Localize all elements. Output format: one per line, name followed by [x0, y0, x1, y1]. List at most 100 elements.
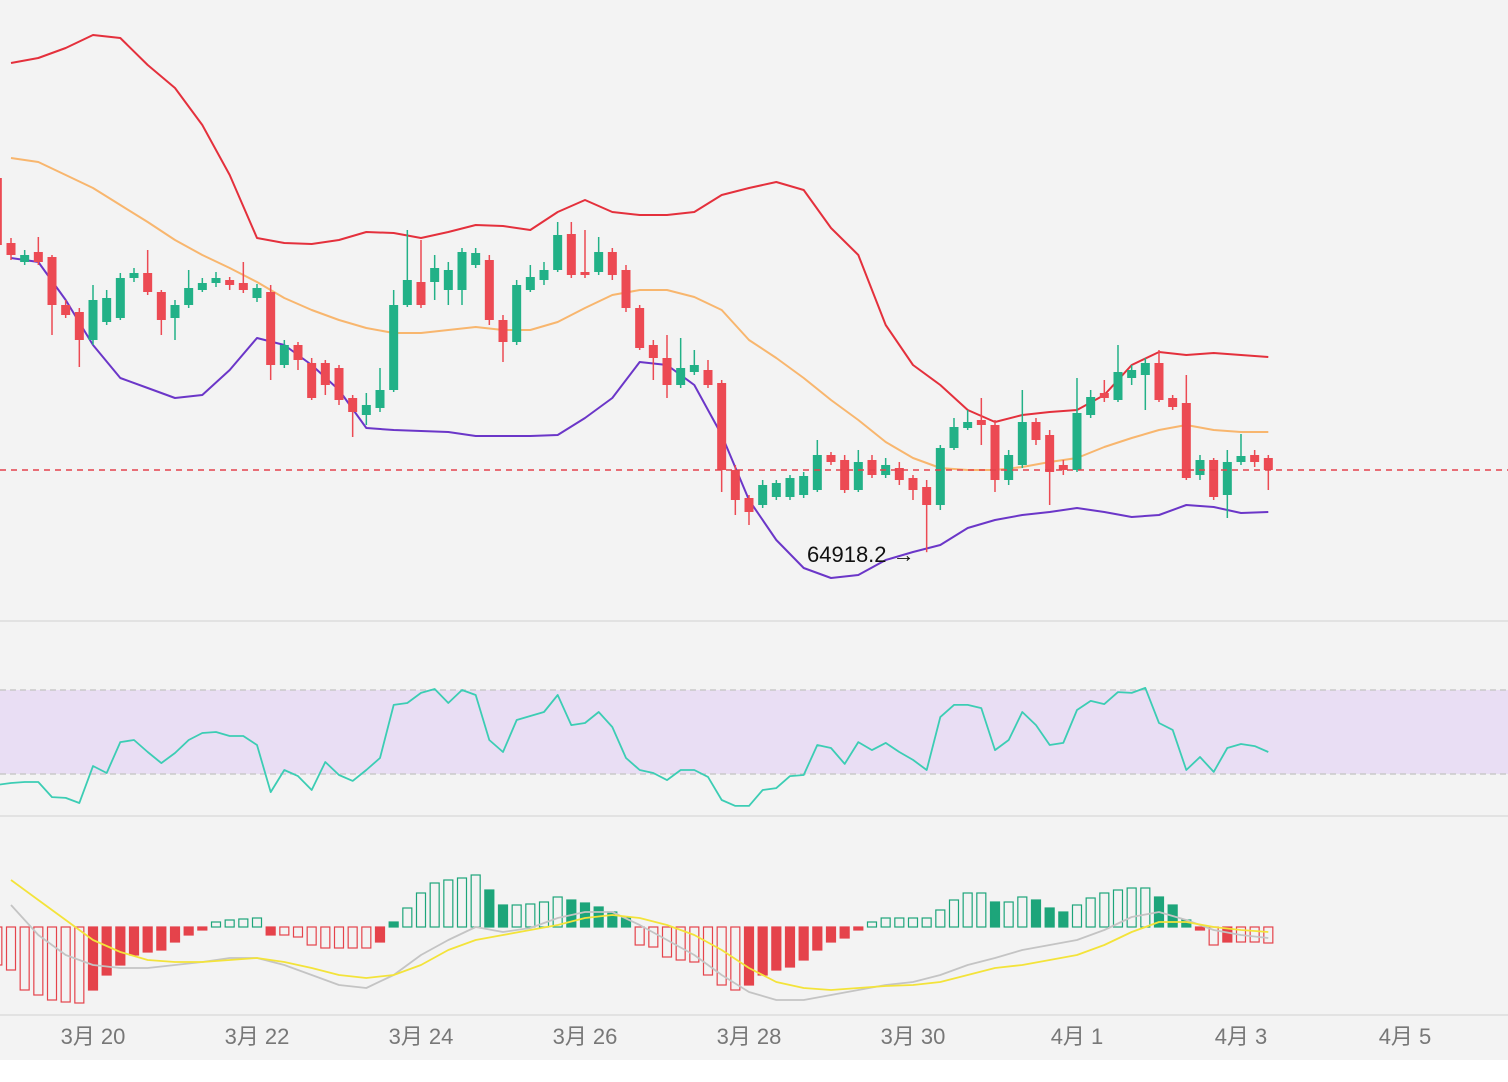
candle-body — [758, 485, 768, 505]
macd-bar — [1263, 926, 1274, 944]
rsi-band — [0, 690, 1508, 774]
macd-bar — [976, 892, 987, 928]
macd-bar — [784, 926, 796, 968]
candle-body — [61, 305, 71, 315]
macd-bar — [251, 917, 263, 928]
candle-body — [143, 273, 153, 292]
candle-body — [0, 178, 2, 245]
macd-line — [10, 904, 1269, 1001]
candle-body — [33, 252, 43, 262]
macd-bar — [87, 926, 99, 991]
macd-bar — [497, 904, 509, 928]
macd-bar — [429, 882, 440, 928]
macd-bar — [306, 926, 317, 946]
x-tick-label: 4月 1 — [1051, 1024, 1104, 1049]
macd-bar — [1030, 899, 1042, 928]
macd-bar — [142, 926, 153, 953]
candle-body — [703, 370, 713, 385]
candle-body — [430, 268, 440, 282]
macd-bar — [333, 926, 345, 949]
candle-body — [648, 345, 658, 358]
band-line — [10, 34, 1269, 423]
macd-bar — [1249, 926, 1260, 943]
macd-bar — [361, 926, 372, 949]
candle-body — [307, 363, 317, 398]
macd-bar — [46, 926, 58, 1001]
x-tick-label: 3月 30 — [881, 1024, 946, 1049]
candle-body — [1140, 363, 1150, 375]
candle-body — [266, 292, 276, 365]
candle-body — [211, 278, 221, 283]
x-tick-label: 4月 3 — [1215, 1024, 1268, 1049]
macd-bar — [743, 926, 755, 986]
candle-body — [252, 288, 262, 298]
candle-body — [1086, 397, 1096, 415]
candle-body — [170, 305, 180, 318]
candle-body — [156, 292, 166, 320]
macd-bar — [0, 926, 3, 966]
macd-line — [10, 879, 1269, 991]
candle-body — [566, 234, 576, 275]
macd-bar — [74, 926, 85, 1004]
candle-body — [771, 483, 781, 497]
macd-bar — [702, 926, 714, 976]
candle-body — [812, 455, 822, 490]
candle-body — [935, 448, 945, 505]
candle-body — [1154, 363, 1164, 400]
candle-body — [676, 368, 686, 385]
candle-body — [990, 425, 1000, 480]
macd-bar — [825, 926, 837, 943]
candle-body — [580, 272, 590, 275]
candle-body — [443, 270, 453, 290]
macd-bar — [156, 926, 167, 951]
macd-bar — [279, 926, 290, 936]
macd-bar — [1222, 926, 1233, 943]
macd-bar — [1112, 889, 1124, 928]
candle-body — [840, 460, 850, 490]
band-line — [10, 257, 1269, 579]
macd-bar — [839, 926, 850, 939]
macd-bar — [1126, 887, 1137, 928]
candle-body — [402, 280, 412, 305]
candle-body — [361, 405, 371, 415]
macd-bar — [415, 892, 427, 928]
macd-bar — [210, 921, 222, 928]
macd-bar — [443, 879, 454, 928]
candle-body — [1181, 403, 1191, 478]
macd-bar — [1044, 907, 1055, 928]
x-tick-label: 3月 26 — [553, 1024, 618, 1049]
macd-bar — [1099, 892, 1110, 928]
candle-body — [484, 260, 494, 320]
macd-bar — [771, 926, 782, 971]
macd-bar — [388, 921, 399, 928]
candle-body — [922, 487, 932, 505]
macd-bar — [716, 926, 727, 986]
candle-body — [662, 358, 672, 385]
macd-bar — [238, 918, 249, 928]
macd-bar — [634, 926, 645, 946]
candle-body — [1017, 422, 1027, 465]
macd-bar — [265, 926, 276, 936]
candle-body — [594, 252, 604, 272]
candle-body — [717, 383, 727, 470]
candle-body — [744, 498, 754, 512]
candle-body — [279, 345, 289, 365]
candle-body — [785, 478, 795, 497]
candle-body — [20, 255, 30, 262]
macd-bar — [1003, 901, 1014, 928]
candle-body — [1127, 370, 1137, 378]
candle-body — [1099, 393, 1109, 398]
candle-body — [908, 478, 918, 490]
candle-body — [1263, 458, 1273, 470]
candle-body — [1058, 465, 1068, 470]
x-tick-label: 3月 20 — [61, 1024, 126, 1049]
macd-bar — [5, 926, 17, 971]
candle-body — [1004, 455, 1014, 480]
band-line — [10, 157, 1269, 471]
candle-body — [498, 320, 508, 342]
candle-body — [348, 398, 358, 412]
candle-body — [730, 470, 740, 500]
macd-bar — [552, 896, 563, 928]
